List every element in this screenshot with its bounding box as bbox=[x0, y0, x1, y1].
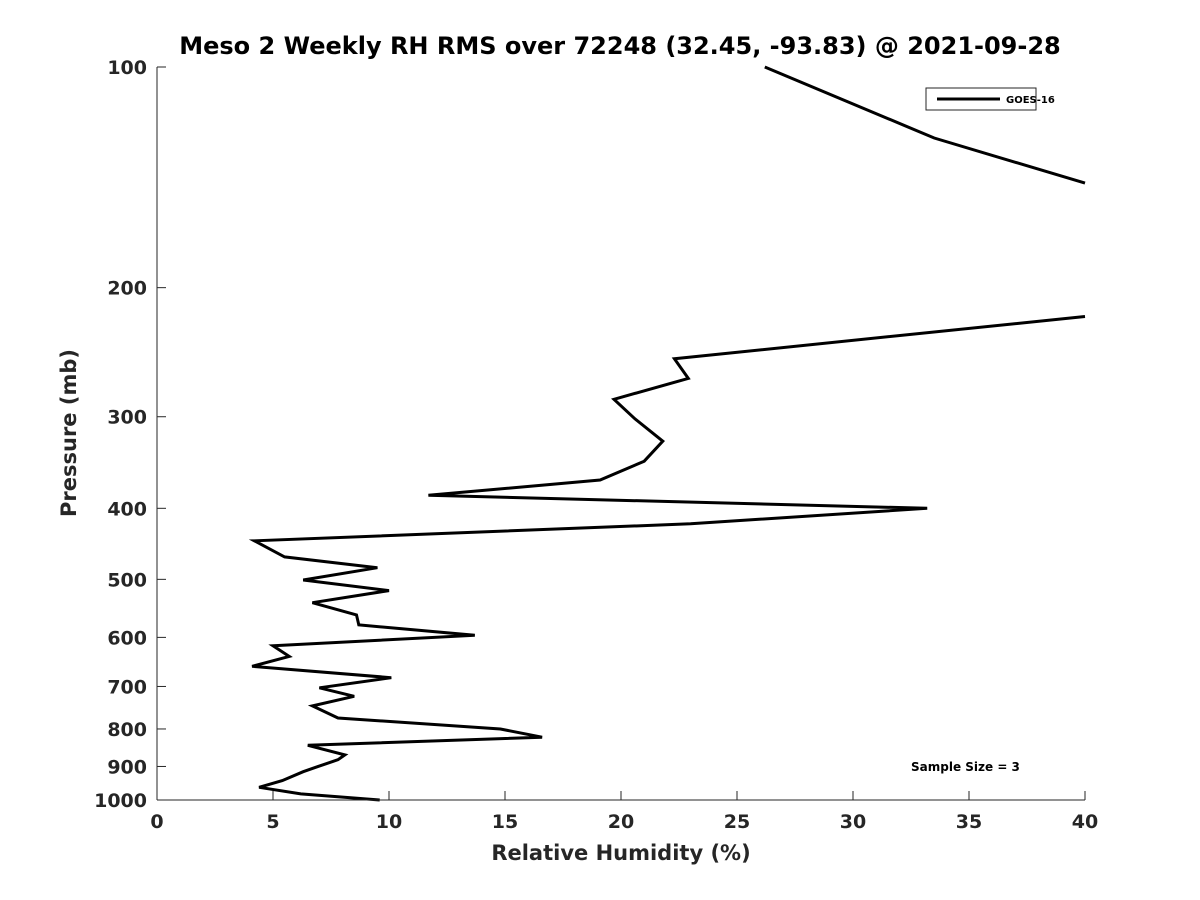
x-axis-label: Relative Humidity (%) bbox=[491, 841, 750, 865]
y-tick-label: 300 bbox=[107, 407, 147, 429]
y-tick-label: 100 bbox=[107, 57, 147, 79]
y-tick-label: 900 bbox=[107, 756, 147, 778]
y-tick-label: 800 bbox=[107, 719, 147, 741]
y-ticks: 100 200 300 400 500 600 700 800 900 1000 bbox=[94, 57, 166, 812]
y-tick-label: 400 bbox=[107, 498, 147, 520]
x-tick-label: 25 bbox=[724, 811, 750, 833]
y-tick-label: 200 bbox=[107, 278, 147, 300]
plot-background bbox=[157, 67, 1085, 800]
sample-size-annotation: Sample Size = 3 bbox=[911, 760, 1020, 774]
legend-label-goes-16: GOES-16 bbox=[1006, 95, 1055, 106]
y-tick-label: 700 bbox=[107, 676, 147, 698]
legend: GOES-16 bbox=[925, 87, 1055, 111]
x-tick-label: 15 bbox=[492, 811, 518, 833]
x-tick-label: 0 bbox=[150, 811, 163, 833]
y-tick-label: 1000 bbox=[94, 790, 147, 812]
y-tick-label: 600 bbox=[107, 627, 147, 649]
plot-area: 0 5 10 15 20 25 30 35 40 100 200 300 400 500 600 700 80… bbox=[94, 57, 1098, 833]
series-layer bbox=[248, 65, 1086, 802]
x-tick-label: 40 bbox=[1072, 811, 1098, 833]
series-line-goes-16 bbox=[248, 315, 1086, 802]
x-tick-label: 35 bbox=[956, 811, 982, 833]
y-tick-label: 500 bbox=[107, 569, 147, 591]
chart-title: Meso 2 Weekly RH RMS over 72248 (32.45, … bbox=[179, 32, 1061, 60]
series-line-goes-16 bbox=[764, 65, 1086, 185]
y-axis-label: Pressure (mb) bbox=[57, 349, 81, 517]
x-ticks: 0 5 10 15 20 25 30 35 40 bbox=[150, 791, 1098, 833]
x-tick-label: 30 bbox=[840, 811, 866, 833]
x-tick-label: 20 bbox=[608, 811, 634, 833]
x-tick-label: 5 bbox=[266, 811, 279, 833]
x-tick-label: 10 bbox=[376, 811, 402, 833]
